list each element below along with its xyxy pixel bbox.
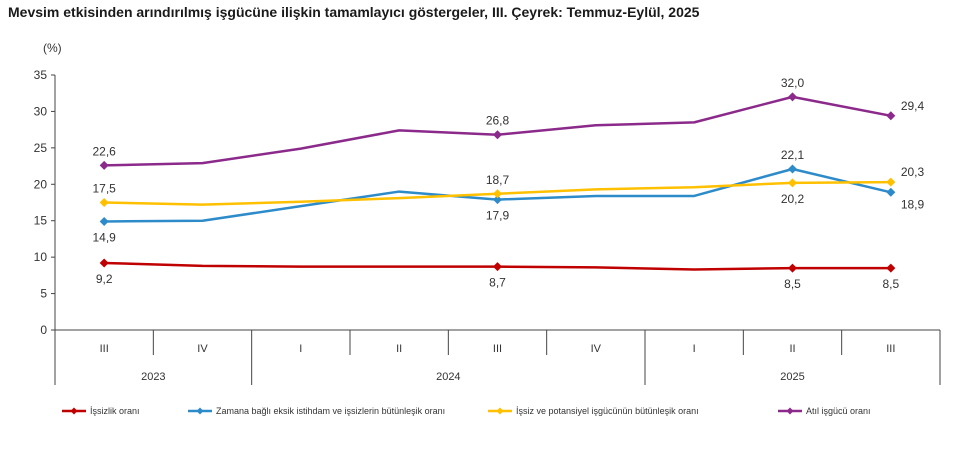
series-marker [99, 198, 109, 207]
y-tick-label: 5 [40, 287, 47, 301]
x-category-label: II [396, 343, 402, 355]
y-tick-label: 35 [34, 68, 48, 82]
axes [54, 75, 941, 385]
x-axis-categories: III IV I II III IV I II III [100, 343, 896, 355]
data-label: 17,9 [486, 209, 510, 223]
legend-label: Atıl işgücü oranı [806, 406, 871, 416]
series-marker [886, 263, 896, 273]
x-category-label: I [299, 343, 302, 355]
data-label: 8,5 [784, 277, 801, 291]
series-marker [493, 189, 502, 199]
series-marker [788, 263, 797, 273]
legend-marker [70, 407, 78, 415]
data-label: 17,5 [92, 182, 116, 196]
series-marker [493, 195, 502, 205]
x-category-label: IV [591, 343, 602, 355]
data-label: 20,3 [901, 165, 925, 179]
legend-label: İşsizlik oranı [90, 406, 140, 416]
data-label: 29,4 [901, 99, 925, 113]
series-markers [99, 92, 896, 273]
y-tick-label: 20 [34, 177, 48, 191]
x-category-label: III [493, 343, 502, 355]
data-label: 20,2 [781, 192, 805, 206]
series-marker [99, 216, 109, 226]
x-year-label: 2024 [436, 371, 460, 383]
series-marker [788, 164, 797, 174]
data-labels: 9,2 8,7 8,5 8,5 14,9 17,9 22,1 18,9 17,5 18,7 20,2… [92, 76, 924, 291]
legend-marker [786, 407, 794, 415]
x-category-label: II [789, 343, 795, 355]
series-marker [886, 177, 896, 187]
x-category-label: III [886, 343, 895, 355]
data-label: 18,9 [901, 197, 925, 211]
data-label: 22,6 [92, 144, 116, 158]
x-axis-years: 2023 2024 2025 [141, 371, 805, 383]
y-tick-label: 0 [40, 323, 47, 337]
chart-title: Mevsim etkisinden arındırılmış işgücüne … [8, 4, 700, 20]
series-marker [886, 111, 896, 121]
data-label: 8,7 [489, 276, 506, 290]
data-label: 22,1 [781, 148, 805, 162]
y-tick-label: 15 [34, 214, 48, 228]
y-axis-ticks: 0 5 10 15 20 25 30 35 [34, 68, 55, 337]
data-label: 8,5 [882, 277, 899, 291]
series-marker [99, 258, 109, 268]
legend-marker [496, 407, 504, 415]
data-label: 26,8 [486, 114, 510, 128]
series-marker [886, 187, 896, 197]
data-label: 14,9 [92, 230, 116, 244]
y-tick-label: 30 [34, 104, 48, 118]
series-marker [493, 130, 502, 140]
y-axis-unit: (%) [43, 41, 62, 55]
x-category-label: III [100, 343, 109, 355]
y-tick-label: 25 [34, 141, 48, 155]
legend: İşsizlik oranı Zamana bağlı eksik istihda… [62, 406, 871, 416]
x-year-label: 2023 [141, 371, 165, 383]
legend-label: Zamana bağlı eksik istihdam ve işsizleri… [216, 406, 445, 416]
data-label: 32,0 [781, 76, 805, 90]
data-label: 9,2 [96, 272, 113, 286]
data-label: 18,7 [486, 173, 510, 187]
x-year-label: 2025 [780, 371, 804, 383]
series-marker [788, 178, 797, 188]
series-marker [99, 160, 109, 170]
y-tick-label: 10 [34, 250, 48, 264]
series-marker [493, 262, 502, 272]
legend-marker [196, 407, 204, 415]
x-category-label: I [693, 343, 696, 355]
series-marker [788, 92, 797, 102]
x-category-label: IV [197, 343, 208, 355]
legend-label: İşsiz ve potansiyel işgücünün bütünleşik… [516, 406, 699, 416]
